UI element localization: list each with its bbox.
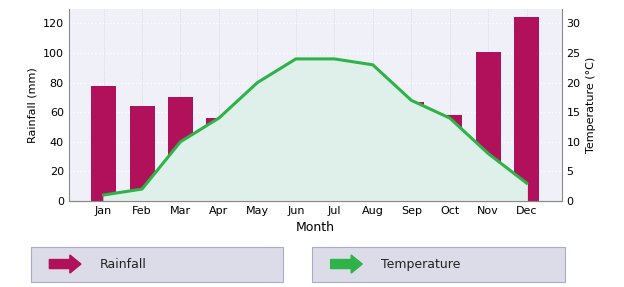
Bar [91,86,116,201]
Text: Rainfall: Rainfall [100,257,147,271]
Bar [437,115,462,201]
Bar [475,51,500,201]
Polygon shape [331,255,362,273]
FancyBboxPatch shape [31,247,283,282]
Bar [130,106,155,201]
Bar [360,121,386,201]
X-axis label: Month: Month [296,221,334,234]
FancyBboxPatch shape [312,247,565,282]
Bar [245,125,270,201]
Bar [283,117,308,201]
Y-axis label: Rainfall (mm): Rainfall (mm) [27,67,37,143]
Bar [168,97,193,201]
Bar [514,18,539,201]
Bar [322,117,347,201]
Y-axis label: Temperature (°C): Temperature (°C) [586,57,596,153]
Text: Temperature: Temperature [381,257,461,271]
Bar [399,102,424,201]
Polygon shape [49,255,81,273]
Bar [207,118,232,201]
